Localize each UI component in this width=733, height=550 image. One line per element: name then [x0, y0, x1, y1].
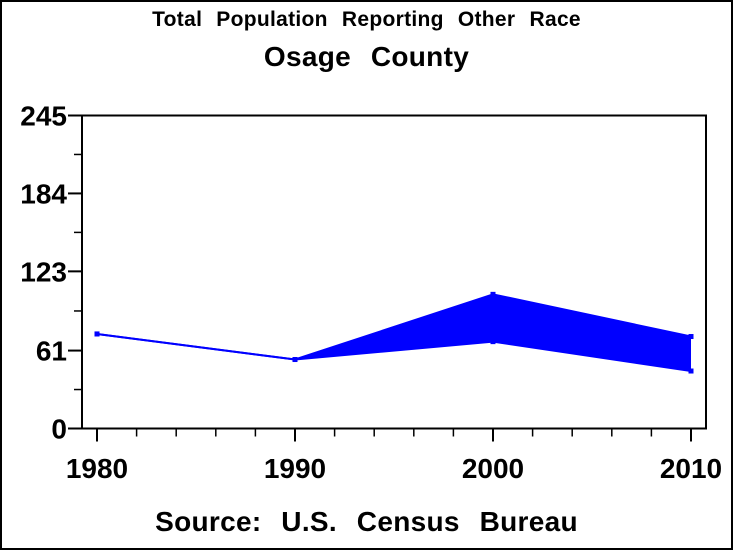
- x-tick-label: 2010: [660, 453, 722, 484]
- chart-title: Total Population Reporting Other Race: [152, 8, 581, 31]
- plot-frame: [81, 114, 707, 430]
- lower-bound-line: [96, 332, 692, 372]
- y-axis-ticks: 0 61 123 184 245: [20, 101, 82, 445]
- data-point-marker: [688, 368, 694, 374]
- x-tick-label: 2000: [462, 453, 524, 484]
- x-tick-label: 1980: [66, 453, 128, 484]
- y-tick-label: 184: [20, 178, 67, 209]
- population-band: [97, 294, 691, 372]
- data-markers: [94, 291, 694, 374]
- chart-subtitle: Osage County: [263, 41, 470, 72]
- y-tick-label: 245: [20, 101, 67, 132]
- y-tick-label: 61: [36, 336, 67, 367]
- data-point-marker: [490, 291, 496, 297]
- data-point-marker: [688, 334, 694, 340]
- y-tick-label: 123: [20, 256, 67, 287]
- data-point-marker: [490, 339, 496, 345]
- y-tick-label: 0: [51, 414, 67, 445]
- x-axis-ticks: 1980 1990 2000 2010: [66, 428, 722, 484]
- data-point-marker: [292, 357, 298, 363]
- source-caption: Source: U.S. Census Bureau: [155, 506, 578, 537]
- x-tick-label: 1990: [264, 453, 326, 484]
- data-point-marker: [94, 331, 100, 337]
